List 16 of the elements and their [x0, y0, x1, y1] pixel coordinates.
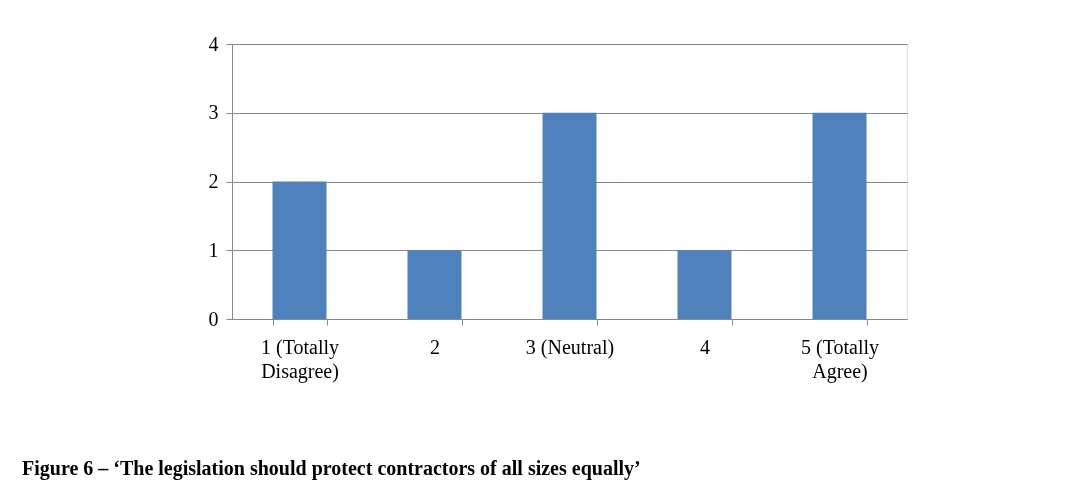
y-tick-label: 1 [208, 238, 219, 261]
y-tick-label: 3 [208, 101, 219, 124]
x-tick-label: 2 [430, 335, 440, 358]
x-tick-label: 5 (Totally Agree) [800, 335, 880, 383]
bar [677, 250, 732, 319]
x-tick-label: 1 (Totally Disagree) [260, 335, 340, 383]
bar [272, 181, 327, 319]
bar [542, 112, 597, 319]
y-tick-label: 2 [208, 170, 219, 192]
bar [812, 112, 867, 319]
x-tick-label: 3 (Neutral) [525, 335, 615, 359]
bar [407, 250, 462, 319]
x-tick-label: 4 [700, 335, 710, 358]
y-tick-label: 4 [208, 32, 219, 55]
caption: Figure 6 – ‘The legislation should protect contractors of all sizes equally’ [22, 457, 641, 480]
y-tick-label: 0 [208, 307, 219, 330]
